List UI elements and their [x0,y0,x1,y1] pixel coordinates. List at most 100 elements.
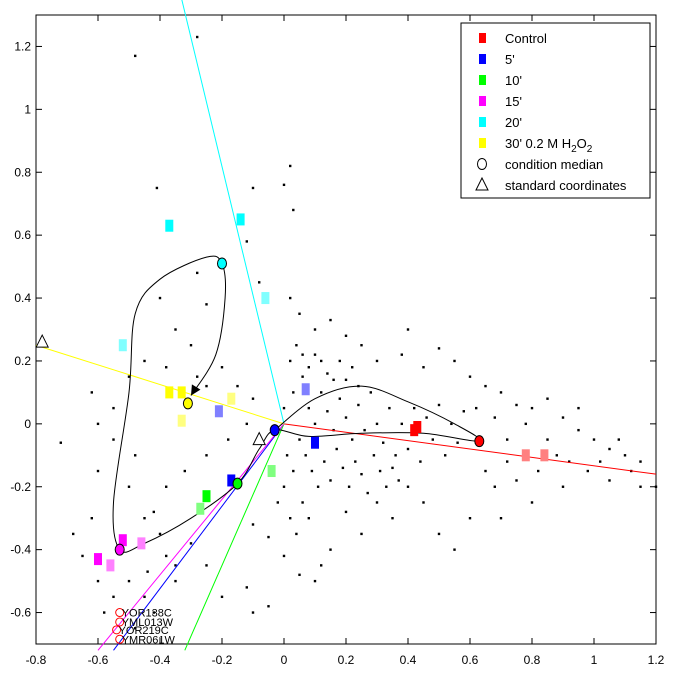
data-point [81,554,84,558]
data-point [475,406,478,410]
condition-point [236,213,245,226]
legend-label: condition median [505,157,603,172]
data-point [484,469,487,473]
data-point [341,466,345,470]
data-point [372,454,376,457]
x-tick-label: -0.2 [212,653,233,667]
data-point [245,422,248,426]
legend-label: standard coordinates [505,178,627,193]
x-tick-label: 0 [281,653,288,667]
data-point [530,406,534,410]
y-tick-label: -0.2 [10,480,31,494]
data-point [307,517,310,520]
data-point [143,359,146,363]
data-point [313,328,317,331]
data-point [165,366,168,369]
data-point [506,438,509,441]
legend: Control 5' 10' 15' 20' 30' 0.2 M H2O2 conditio… [460,22,651,199]
x-tick-label: 1.2 [648,653,665,667]
data-point [295,344,298,347]
y-tick-label: -0.4 [10,543,31,557]
data-point [530,501,534,504]
data-point [329,548,332,551]
median-marker [182,397,193,410]
data-point [295,532,298,536]
data-point [316,485,320,488]
data-point [347,485,351,488]
data-point [205,454,208,457]
data-point [127,485,131,488]
data-point [351,366,354,369]
data-point [298,573,301,577]
data-point [282,183,286,187]
data-point [484,384,487,388]
data-point [289,517,292,520]
condition-point [94,553,102,566]
data-point [400,353,403,356]
condition-medians [114,257,485,556]
condition-point [202,490,211,503]
data-point [335,447,338,451]
data-point [344,510,348,514]
data-point [608,447,611,451]
median-marker [474,435,485,448]
data-point [313,579,317,583]
data-point [196,35,199,39]
data-point [251,611,255,614]
data-point [568,460,571,463]
data-point [189,542,193,545]
background-points [59,35,658,630]
data-point [155,186,159,190]
legend-label: 15' [505,94,522,109]
data-point [310,469,314,473]
median-marker [217,257,227,270]
data-point [499,517,503,520]
legend-swatch [479,138,486,148]
condition-ray [181,0,285,424]
data-point [143,595,146,599]
y-tick-label: 0.2 [14,354,31,368]
data-point [292,469,295,473]
data-point [468,375,472,378]
data-point [354,460,357,463]
data-point [289,164,292,168]
legend-swatch [479,117,486,127]
data-point [366,491,369,495]
data-point [462,410,465,413]
data-point [292,208,295,212]
data-point [437,403,441,407]
x-tick-label: -0.8 [26,653,47,667]
data-point [391,517,394,520]
data-point [267,605,270,608]
condition-point [267,465,276,478]
y-tick-label: 1.2 [14,39,31,53]
condition-point [118,534,127,547]
data-point [174,579,177,583]
data-point [205,564,208,567]
median-marker [232,477,243,490]
data-point [493,485,496,488]
data-point [292,391,295,394]
data-point [444,454,447,457]
legend-triangle [475,176,489,191]
data-point [282,406,286,410]
data-point [344,378,348,382]
data-point [134,627,137,630]
condition-point [413,420,422,433]
data-point [258,281,261,284]
data-point [515,403,518,407]
data-point [363,428,366,432]
data-point [174,328,177,331]
data-point [338,359,341,363]
data-point [425,416,428,419]
gene-label: YMR061W [122,634,176,646]
data-point [90,517,93,520]
data-point [360,344,363,347]
data-point [537,469,540,473]
data-point [165,554,168,558]
data-point [282,485,286,488]
data-point [251,397,255,400]
data-point [326,372,329,375]
legend-label: Control [505,31,547,46]
